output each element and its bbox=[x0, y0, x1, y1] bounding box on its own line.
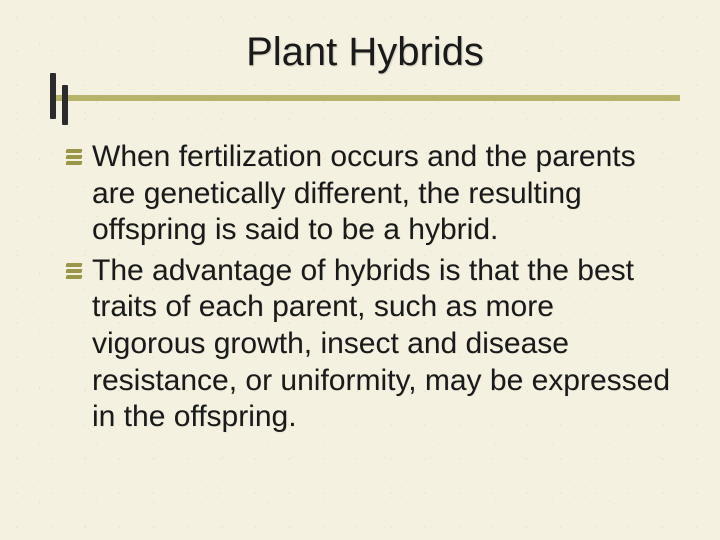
title-block: Plant Hybrids bbox=[50, 30, 680, 103]
title-underline bbox=[50, 95, 680, 103]
list-item: The advantage of hybrids is that the bes… bbox=[62, 253, 674, 436]
underline-tick-icon bbox=[50, 73, 56, 119]
slide-body: When fertilization occurs and the parent… bbox=[50, 139, 680, 436]
bullet-text: When fertilization occurs and the parent… bbox=[92, 140, 636, 246]
underline-bar bbox=[50, 95, 680, 101]
list-item: When fertilization occurs and the parent… bbox=[62, 139, 674, 249]
slide-title: Plant Hybrids bbox=[50, 30, 680, 93]
bullet-icon bbox=[66, 149, 82, 165]
slide: Plant Hybrids When fertilization occurs … bbox=[0, 0, 720, 540]
bullet-text: The advantage of hybrids is that the bes… bbox=[92, 254, 670, 433]
underline-tick-icon bbox=[62, 85, 68, 125]
bullet-icon bbox=[66, 263, 82, 279]
